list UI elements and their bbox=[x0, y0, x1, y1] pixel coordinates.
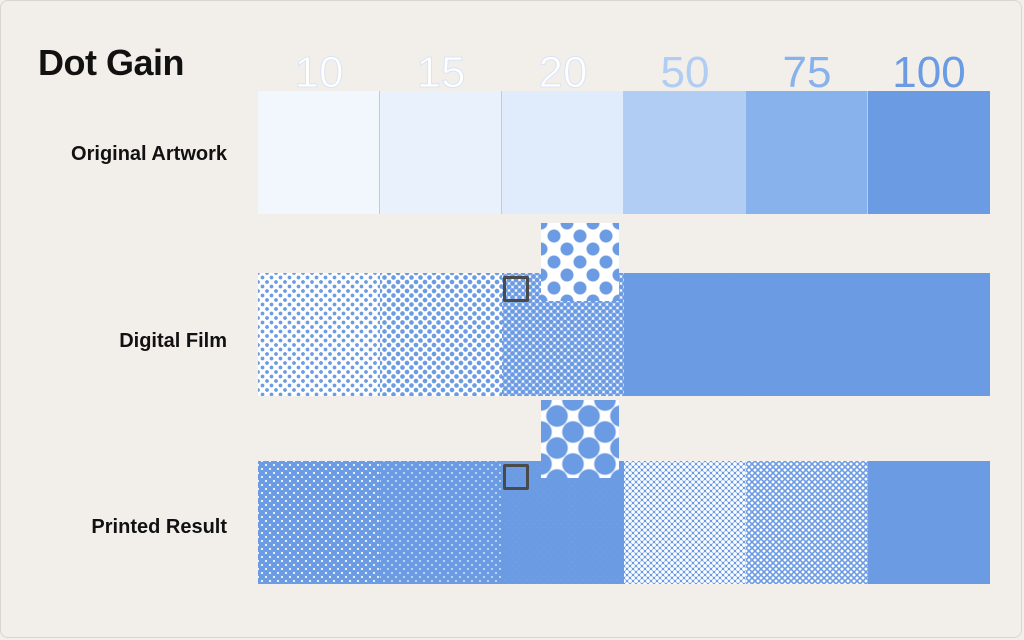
film-cell-100 bbox=[868, 273, 990, 396]
percentage-label-20: 20 bbox=[538, 48, 588, 98]
percentage-label-50: 50 bbox=[660, 48, 710, 97]
original-cell-50 bbox=[624, 91, 746, 214]
original-cell-75 bbox=[746, 91, 868, 214]
printed-cell-50 bbox=[624, 461, 746, 584]
row-label-film: Digital Film bbox=[119, 330, 227, 352]
printed-dot-magnifier bbox=[541, 400, 619, 478]
film-dot-magnifier bbox=[541, 223, 619, 301]
printed-result-strip bbox=[258, 461, 991, 584]
film-cell-10 bbox=[258, 273, 380, 396]
percentage-label-15: 15 bbox=[416, 48, 466, 98]
printed-cell-75 bbox=[746, 461, 868, 584]
printed-zoom-marker bbox=[503, 464, 529, 490]
row-label-printed: Printed Result bbox=[91, 516, 227, 538]
percentage-label-100: 100 bbox=[892, 48, 966, 97]
percentage-label-75: 75 bbox=[782, 48, 832, 97]
original-cell-100 bbox=[868, 91, 990, 214]
film-cell-15 bbox=[380, 273, 502, 396]
printed-cell-15 bbox=[380, 461, 502, 584]
printed-cell-20 bbox=[502, 461, 624, 584]
film-cell-75 bbox=[746, 273, 868, 396]
diagram-title: Dot Gain bbox=[38, 42, 185, 83]
original-cell-15 bbox=[380, 91, 502, 214]
row-label-original: Original Artwork bbox=[71, 143, 227, 165]
film-cell-50 bbox=[624, 273, 746, 396]
digital-film-strip bbox=[258, 273, 991, 396]
original-cell-10 bbox=[258, 91, 380, 214]
percentage-label-10: 10 bbox=[294, 48, 344, 98]
original-cell-20 bbox=[502, 91, 624, 214]
printed-cell-100 bbox=[868, 461, 990, 584]
original-artwork-strip bbox=[258, 91, 991, 214]
printed-cell-10 bbox=[258, 461, 380, 584]
film-zoom-marker bbox=[503, 276, 529, 302]
